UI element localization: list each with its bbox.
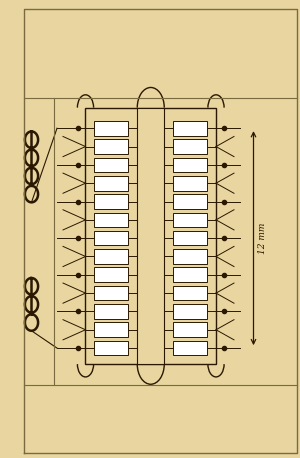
Bar <box>94 231 128 245</box>
Bar <box>172 231 207 245</box>
Bar <box>94 194 128 209</box>
Bar <box>172 213 207 227</box>
Bar <box>172 304 207 319</box>
Bar <box>94 176 128 191</box>
Bar <box>94 121 128 136</box>
Bar <box>172 158 207 172</box>
Bar <box>136 108 164 364</box>
Bar <box>172 121 207 136</box>
Bar <box>172 194 207 209</box>
Bar <box>94 322 128 337</box>
Bar <box>94 286 128 300</box>
Bar <box>172 322 207 337</box>
Bar <box>94 139 128 154</box>
Bar <box>94 341 128 355</box>
Bar <box>94 158 128 172</box>
Bar <box>94 249 128 264</box>
Text: 12 mm: 12 mm <box>258 223 267 254</box>
Bar <box>94 304 128 319</box>
Bar <box>94 267 128 282</box>
Bar <box>172 176 207 191</box>
Bar <box>172 286 207 300</box>
Bar <box>172 341 207 355</box>
Bar <box>172 249 207 264</box>
Bar <box>172 267 207 282</box>
Bar <box>85 108 216 364</box>
Bar <box>94 213 128 227</box>
Bar <box>172 139 207 154</box>
